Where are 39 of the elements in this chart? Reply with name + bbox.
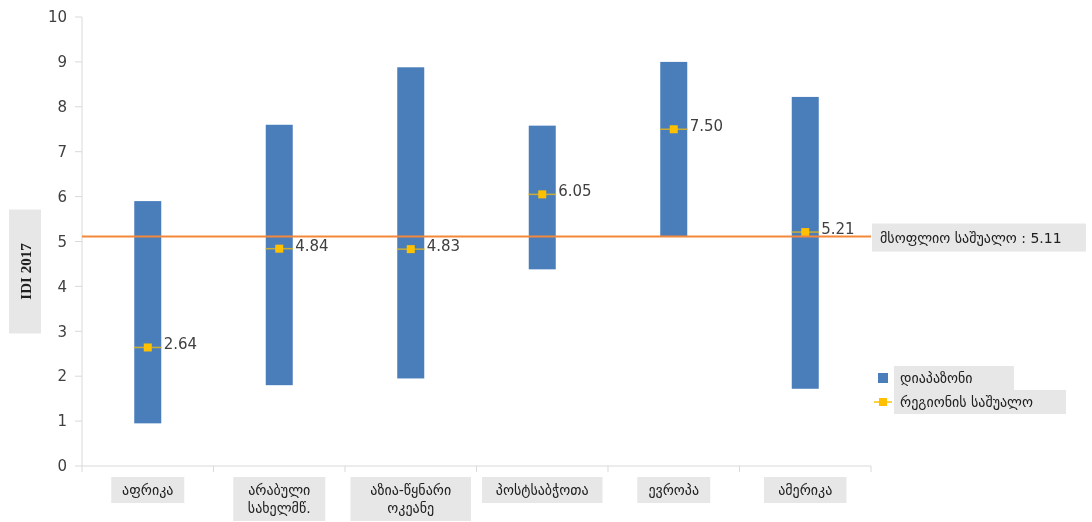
- y-tick-label: 7: [57, 142, 67, 161]
- y-tick-label: 5: [57, 232, 67, 251]
- x-tick-label: აზია-წყნარი ოკეანე: [370, 482, 452, 516]
- bar: [660, 61, 688, 237]
- bar: [397, 67, 425, 379]
- y-tick-label: 0: [57, 457, 67, 476]
- y-tick-label: 8: [57, 98, 67, 117]
- ref-line-label: მსოფლიო საშუალო : 5.11: [880, 229, 1062, 246]
- point: [275, 244, 284, 253]
- point: [801, 228, 810, 237]
- x-tick-label: ამერიკა: [778, 482, 833, 498]
- x-tick-label: ევროპა: [648, 482, 700, 498]
- y-tick-label: 6: [57, 187, 67, 206]
- y-tick-label: 3: [57, 322, 67, 341]
- bar: [791, 96, 819, 389]
- bar: [265, 124, 293, 386]
- data-label: 5.21: [821, 220, 855, 239]
- y-tick-label: 2: [57, 367, 67, 386]
- data-label: 4.83: [426, 237, 461, 256]
- data-label: 4.84: [295, 236, 329, 255]
- data-label: 2.64: [163, 335, 198, 354]
- legend-label: რეგიონის საშუალო: [900, 394, 1033, 410]
- y-tick-label: 9: [57, 53, 67, 72]
- point: [669, 125, 678, 134]
- bar: [134, 201, 162, 424]
- y-axis-title: IDI 2017: [18, 242, 34, 300]
- legend-label: დიაპაზონი: [900, 370, 973, 386]
- x-tick-label: პოსტსაბჭოთა: [495, 482, 589, 498]
- data-label: 7.50: [689, 117, 724, 136]
- point: [538, 190, 547, 199]
- y-tick-label: 4: [57, 277, 67, 296]
- point: [143, 343, 152, 352]
- x-tick-label: აფრიკა: [122, 482, 174, 498]
- point: [406, 245, 415, 254]
- bar: [528, 125, 556, 270]
- data-label: 6.05: [558, 182, 592, 201]
- y-tick-label: 10: [47, 8, 67, 27]
- y-tick-label: 1: [57, 412, 67, 431]
- x-tick-label: არაბული სახელმწ.: [247, 482, 311, 516]
